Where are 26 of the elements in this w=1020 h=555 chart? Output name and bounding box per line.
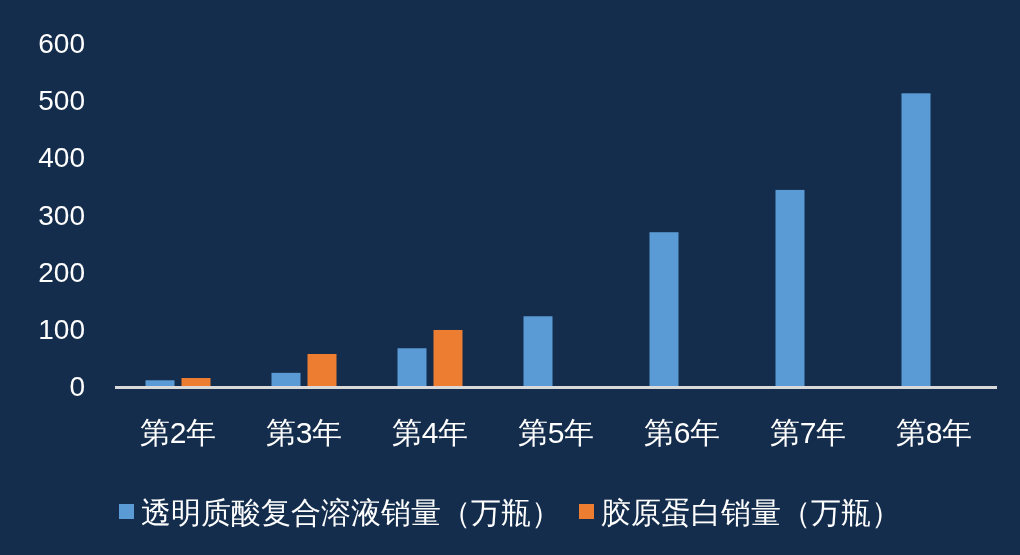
x-tick-label: 第8年 — [895, 416, 973, 449]
bar — [649, 232, 679, 386]
y-tick-label: 300 — [38, 199, 85, 231]
y-tick-label: 500 — [38, 85, 85, 117]
bar — [145, 380, 175, 386]
x-tick-label: 第6年 — [643, 416, 721, 449]
y-tick-label: 400 — [38, 142, 85, 174]
legend-label: 胶原蛋白销量（万瓶） — [601, 496, 901, 529]
y-tick-label: 200 — [38, 256, 85, 288]
y-tick-label: 0 — [69, 371, 85, 402]
x-tick-label: 第3年 — [265, 416, 343, 449]
y-tick-label: 100 — [38, 313, 85, 345]
x-tick-label: 第2年 — [139, 416, 217, 449]
bar — [901, 93, 931, 386]
bar — [433, 329, 463, 386]
y-tick-label: 600 — [38, 28, 85, 59]
bar — [775, 189, 805, 386]
bar — [523, 316, 553, 386]
legend-label: 透明质酸复合溶液销量（万瓶） — [141, 496, 561, 529]
x-tick-label: 第4年 — [391, 416, 469, 449]
bar — [271, 372, 301, 386]
x-tick-label: 第5年 — [517, 416, 595, 449]
x-tick-label: 第7年 — [769, 416, 847, 449]
bar — [181, 378, 211, 386]
bar — [307, 353, 337, 386]
bar — [397, 348, 427, 386]
